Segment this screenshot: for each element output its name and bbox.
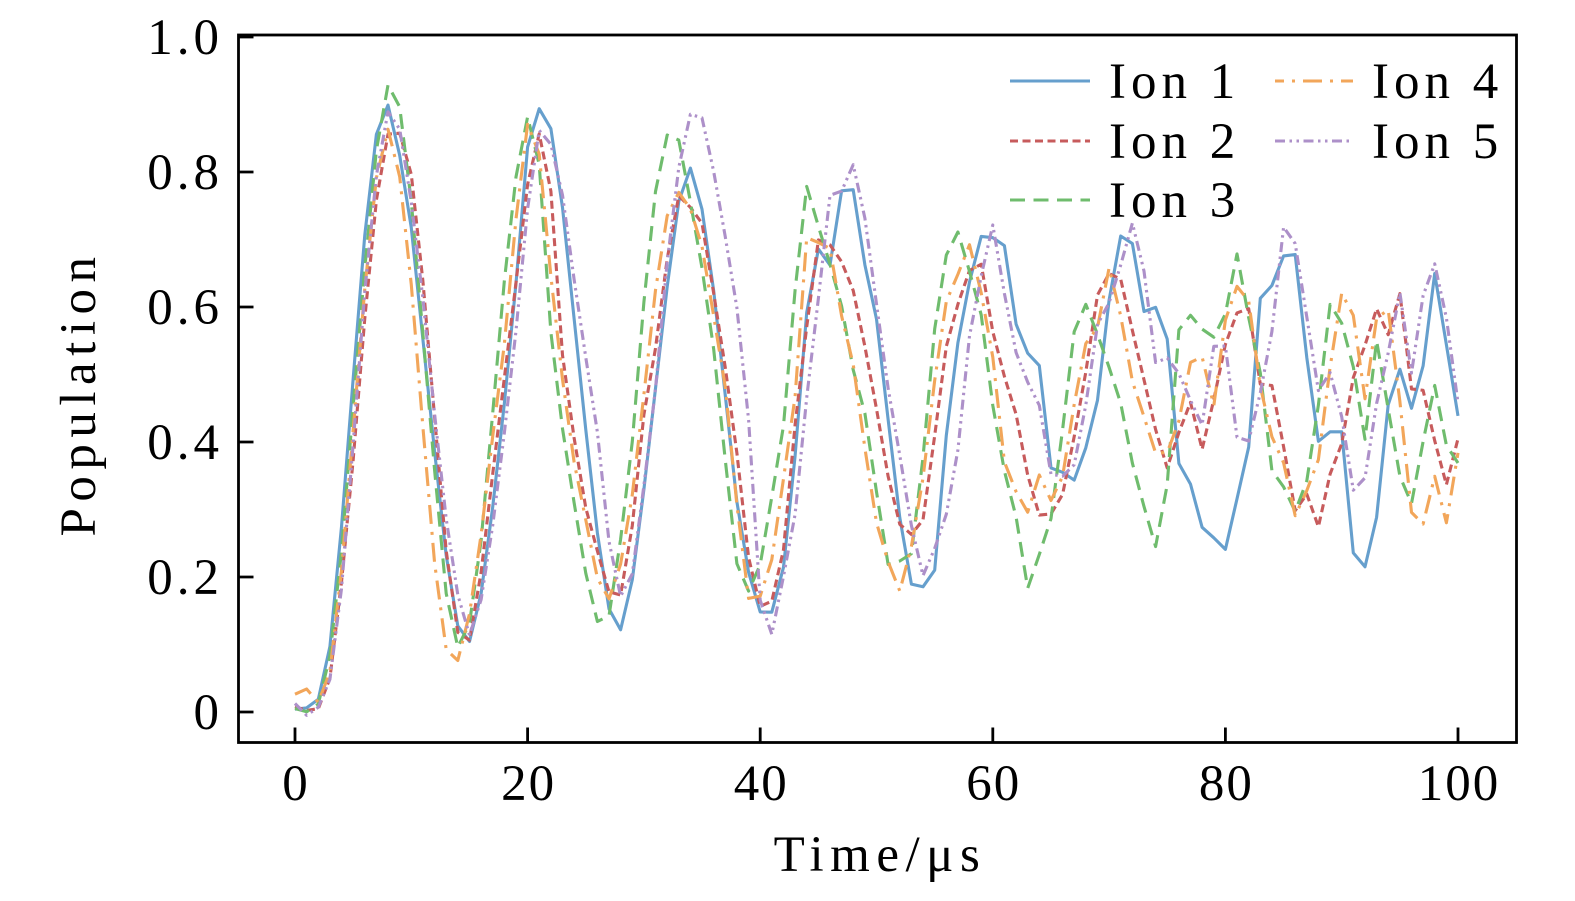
svg-text:Population: Population [51,250,107,536]
svg-text:Ion 2: Ion 2 [1109,114,1240,170]
svg-text:Ion 5: Ion 5 [1372,114,1503,170]
svg-text:0.2: 0.2 [147,550,223,606]
svg-text:1.0: 1.0 [147,10,223,66]
svg-text:Time/μs: Time/μs [774,827,987,883]
svg-text:0.6: 0.6 [147,280,223,336]
svg-text:Ion 3: Ion 3 [1109,173,1240,229]
svg-text:0: 0 [282,756,310,812]
svg-text:20: 20 [501,756,556,812]
svg-text:80: 80 [1199,756,1254,812]
svg-text:Ion 4: Ion 4 [1372,54,1503,110]
svg-text:0.4: 0.4 [147,415,223,471]
svg-text:0: 0 [194,685,224,741]
svg-text:40: 40 [734,756,789,812]
svg-text:100: 100 [1418,756,1501,812]
svg-text:0.8: 0.8 [147,145,223,201]
svg-text:60: 60 [966,756,1021,812]
svg-text:Ion 1: Ion 1 [1109,54,1240,110]
